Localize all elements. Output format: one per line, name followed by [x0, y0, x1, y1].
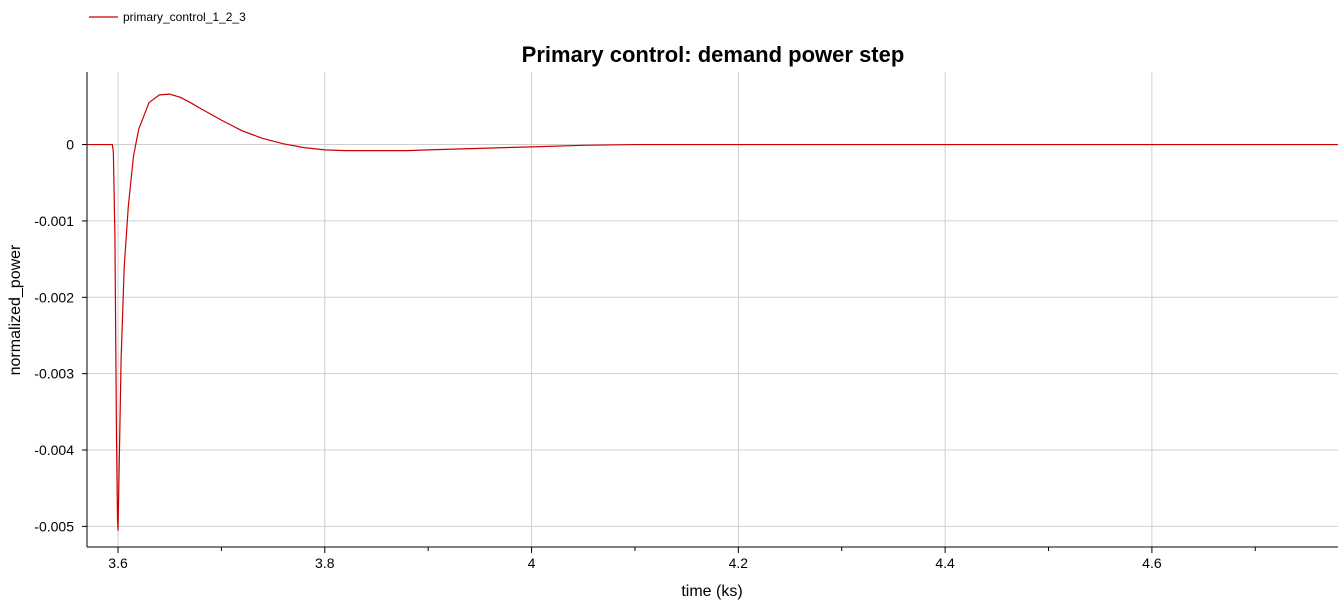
x-tick-label: 3.8	[315, 555, 335, 571]
y-tick-label: 0	[66, 137, 74, 153]
y-tick-label: -0.003	[34, 366, 74, 382]
y-tick-label: -0.004	[34, 442, 74, 458]
x-axis-label: time (ks)	[681, 583, 742, 600]
y-tick-label: -0.005	[34, 518, 74, 534]
axes	[86, 72, 1338, 548]
grid-lines	[87, 72, 1338, 547]
x-axis-ticks: 3.6 3.8 4 4.2 4.4 4.6	[108, 547, 1256, 571]
x-tick-label: 4.4	[935, 555, 955, 571]
x-tick-label: 3.6	[108, 555, 128, 571]
x-tick-label: 4	[528, 555, 536, 571]
y-axis-ticks: 0 -0.001 -0.002 -0.003 -0.004 -0.005	[34, 137, 87, 534]
legend: primary_control_1_2_3	[89, 10, 246, 24]
x-tick-label: 4.2	[729, 555, 749, 571]
y-tick-label: -0.001	[34, 213, 74, 229]
series-line	[87, 93, 1338, 531]
series-layer	[87, 93, 1338, 531]
x-tick-label: 4.6	[1142, 555, 1162, 571]
y-axis-label: normalized_power	[7, 244, 24, 375]
y-tick-label: -0.002	[34, 289, 74, 305]
chart-title: Primary control: demand power step	[522, 42, 905, 67]
legend-label: primary_control_1_2_3	[123, 10, 246, 24]
